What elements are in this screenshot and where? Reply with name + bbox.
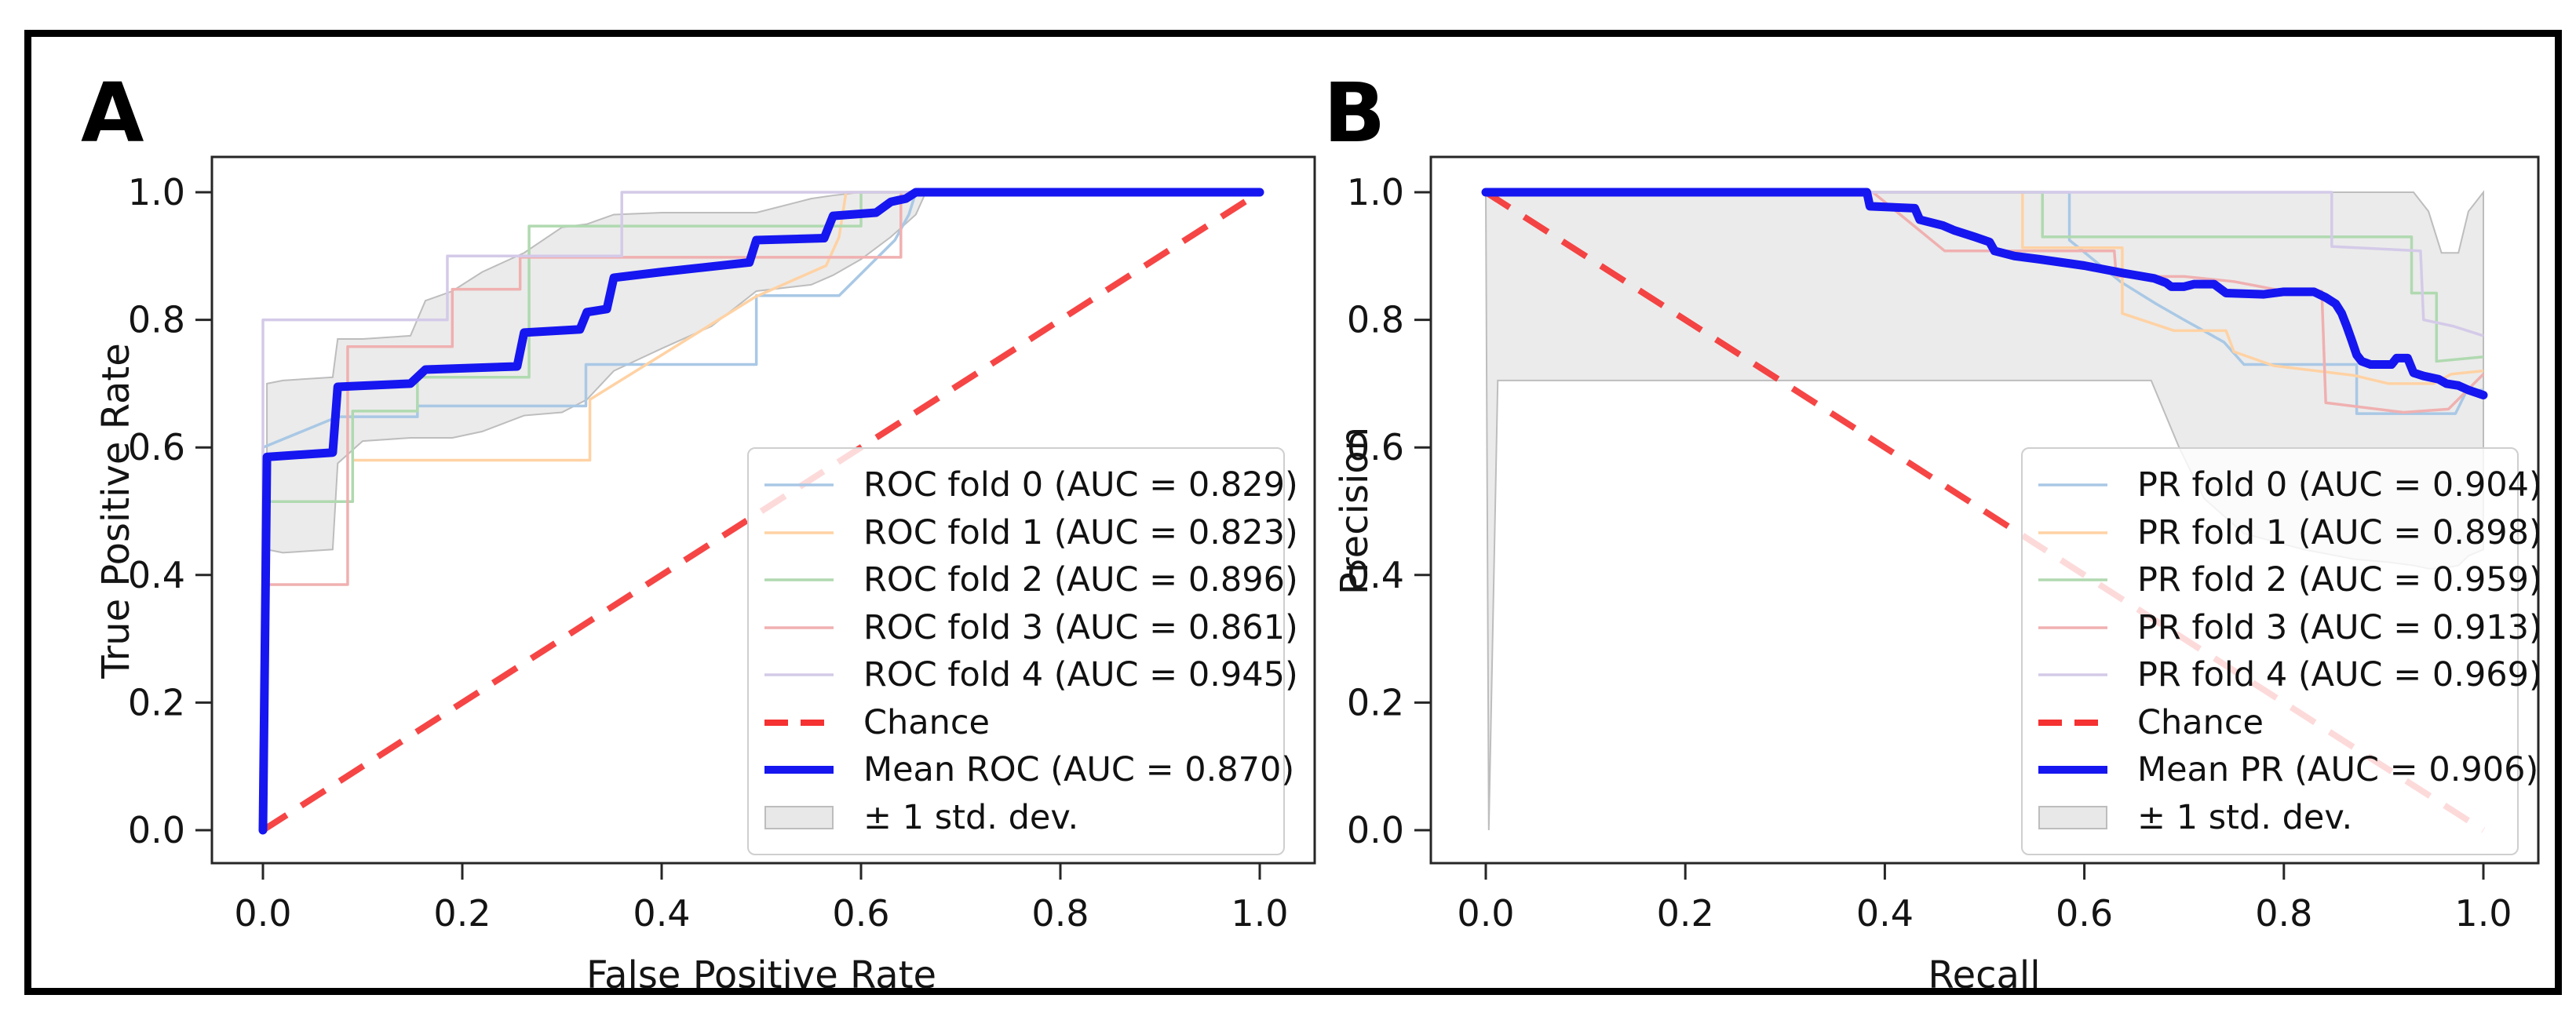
legend-item-label: Chance [2137,702,2264,742]
legend-item: Chance [2037,699,2503,747]
x-tick-label: 0.6 [832,892,889,935]
y-tick-label: 0.2 [128,681,185,723]
x-tick-label: 0.6 [2056,892,2113,935]
y-tick-label: 0.4 [128,554,185,596]
y-tick-label: 0.2 [1347,681,1404,723]
x-tick-label: 0.4 [1856,892,1914,935]
legend-item-label: PR fold 3 (AUC = 0.913) [2137,607,2542,647]
y-tick-label: 0.8 [1347,299,1404,341]
legend-item: ROC fold 1 (AUC = 0.823) [763,509,1298,557]
chance-line [261,189,1262,833]
chance-line-swatch [764,719,834,726]
fold-line-swatch [2038,673,2107,676]
legend-item-label: PR fold 4 (AUC = 0.969) [2137,655,2542,695]
mean-line-swatch [2038,766,2107,774]
panel-a-legend: ROC fold 0 (AUC = 0.829) ROC fold 1 (AUC … [747,447,1298,855]
legend-item: ROC fold 2 (AUC = 0.896) [763,556,1298,604]
fold-curve-2 [1486,191,2484,363]
x-tick-label: 0.8 [2255,892,2312,935]
fold-line-swatch [2038,483,2107,486]
mean-line-swatch [764,766,834,774]
mean-curve [1481,188,2488,400]
mean-curve [258,188,1264,835]
fold-curve-3 [1486,191,2485,414]
fold-line-swatch [2038,626,2107,629]
panel-b-label: B [1323,65,1386,161]
x-tick-label: 0.4 [633,892,690,935]
legend-item-label: ROC fold 3 (AUC = 0.861) [863,607,1298,647]
std-dev-swatch [764,805,834,829]
fold-curve-0 [261,191,1260,830]
legend-item-label: ROC fold 1 (AUC = 0.823) [863,512,1298,552]
x-tick-label: 0.2 [433,892,491,935]
legend-item-label: Chance [863,702,990,742]
x-tick-label: 0.2 [1657,892,1714,935]
y-tick-label: 0.0 [128,809,185,851]
fold-line-swatch [2038,578,2107,581]
x-tick-label: 1.0 [1231,892,1288,935]
fold-line-swatch [764,483,834,486]
legend-item-label: Mean ROC (AUC = 0.870) [863,750,1295,790]
y-tick-label: 0.6 [1347,426,1404,468]
panel-a-xaxis-label: False Positive Rate [586,953,937,997]
y-tick-label: 0.4 [1347,554,1404,596]
x-tick-label: 0.0 [234,892,291,935]
legend-item: Mean ROC (AUC = 0.870) [763,746,1294,794]
panel-b-legend: PR fold 0 (AUC = 0.904) PR fold 1 (AUC = … [2021,447,2542,855]
y-tick-label: 0.0 [1347,809,1404,851]
legend-item-label: PR fold 0 (AUC = 0.904) [2137,465,2542,505]
legend-item: ± 1 std. dev. [2037,794,2503,842]
fold-line-swatch [764,578,834,581]
legend-item: ± 1 std. dev. [763,794,1269,842]
fold-curve-1 [1486,191,2484,385]
fold-curve-0 [1486,191,2484,415]
legend-item: PR fold 4 (AUC = 0.969) [2037,651,2542,699]
legend-item: Chance [763,699,1269,747]
legend-item: ROC fold 3 (AUC = 0.861) [763,604,1298,652]
legend-item-label: ± 1 std. dev. [2137,797,2353,837]
chance-line-swatch [2038,719,2107,726]
legend-item-label: ROC fold 4 (AUC = 0.945) [863,655,1298,695]
axes-spines [1429,155,2540,865]
legend-item: ROC fold 4 (AUC = 0.945) [763,651,1298,699]
legend-item: PR fold 0 (AUC = 0.904) [2037,461,2542,509]
figure-border [24,30,2562,995]
y-tick-label: 0.6 [128,426,185,468]
fold-curve-3 [261,191,1260,830]
legend-item-label: PR fold 2 (AUC = 0.959) [2137,560,2542,600]
fold-curve-4 [1486,191,2484,337]
panel-a-yaxis-label: True Positive Rate [94,343,138,679]
legend-item-label: ROC fold 2 (AUC = 0.896) [863,560,1298,600]
fold-line-swatch [764,626,834,629]
legend-item-label: ± 1 std. dev. [863,797,1079,837]
panel-b-yaxis-label: Precision [1333,426,1377,596]
axes-spines [210,155,1316,865]
legend-item-label: PR fold 1 (AUC = 0.898) [2137,512,2542,552]
legend-item-label: ROC fold 0 (AUC = 0.829) [863,465,1298,505]
fold-line-swatch [764,673,834,676]
fold-line-swatch [764,531,834,534]
x-tick-label: 0.0 [1457,892,1514,935]
y-tick-label: 0.8 [128,299,185,341]
legend-item: PR fold 2 (AUC = 0.959) [2037,556,2542,604]
legend-item: PR fold 3 (AUC = 0.913) [2037,604,2542,652]
panel-a-label: A [81,65,144,161]
y-tick-label: 1.0 [1347,171,1404,213]
chance-line [1483,189,2486,833]
x-tick-label: 1.0 [2454,892,2512,935]
fold-line-swatch [2038,531,2107,534]
legend-item-label: Mean PR (AUC = 0.906) [2137,750,2539,790]
std-dev-swatch [2038,805,2107,829]
x-tick-label: 0.8 [1031,892,1089,935]
legend-item: Mean PR (AUC = 0.906) [2037,746,2538,794]
legend-item: PR fold 1 (AUC = 0.898) [2037,509,2542,557]
fold-curve-4 [261,191,1260,830]
y-tick-label: 1.0 [128,171,185,213]
panel-b-xaxis-label: Recall [1928,953,2041,997]
legend-item: ROC fold 0 (AUC = 0.829) [763,461,1298,509]
